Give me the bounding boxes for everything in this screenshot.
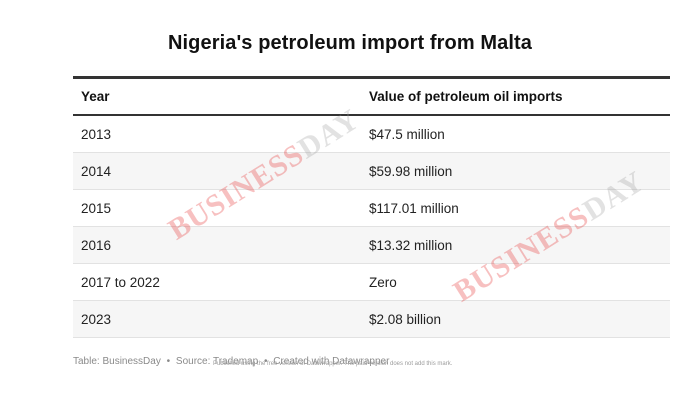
created-with-link[interactable]: Created with Datawrapper [273, 356, 390, 367]
cell-year: 2016 [73, 226, 361, 264]
table-credit: Table: BusinessDay [73, 356, 161, 367]
table-row: 2017 to 2022 Zero [73, 263, 670, 301]
table-row: 2013 $47.5 million [73, 115, 670, 153]
table-title: Nigeria's petroleum import from Malta [167, 32, 533, 54]
cell-year: 2017 to 2022 [73, 263, 361, 301]
cell-value: Zero [361, 263, 670, 301]
table-footer: Table: BusinessDay • Source: Trademap • … [73, 356, 389, 367]
column-header-year: Year [73, 79, 361, 116]
table-header-row: Year Value of petroleum oil imports [73, 79, 670, 116]
cell-value: $59.98 million [361, 152, 670, 190]
table-row: 2023 $2.08 billion [73, 300, 670, 338]
table-row: 2014 $59.98 million [73, 152, 670, 190]
cell-value: $2.08 billion [361, 300, 670, 338]
cell-value: $117.01 million [361, 189, 670, 227]
data-table: Year Value of petroleum oil imports 2013… [73, 79, 670, 338]
cell-year: 2015 [73, 189, 361, 227]
column-header-value: Value of petroleum oil imports [361, 79, 670, 116]
footer-separator: • [166, 356, 171, 367]
source-link[interactable]: Source: Trademap [175, 356, 259, 367]
cell-year: 2013 [73, 115, 361, 153]
data-table-container: Year Value of petroleum oil imports 2013… [73, 76, 670, 338]
table-row: 2015 $117.01 million [73, 189, 670, 227]
datawrapper-watermark-note: Published using the free version of Data… [213, 361, 453, 367]
table-row: 2016 $13.32 million [73, 226, 670, 264]
footer-separator: • [263, 356, 268, 367]
cell-year: 2023 [73, 300, 361, 338]
cell-value: $47.5 million [361, 115, 670, 153]
cell-year: 2014 [73, 152, 361, 190]
cell-value: $13.32 million [361, 226, 670, 264]
